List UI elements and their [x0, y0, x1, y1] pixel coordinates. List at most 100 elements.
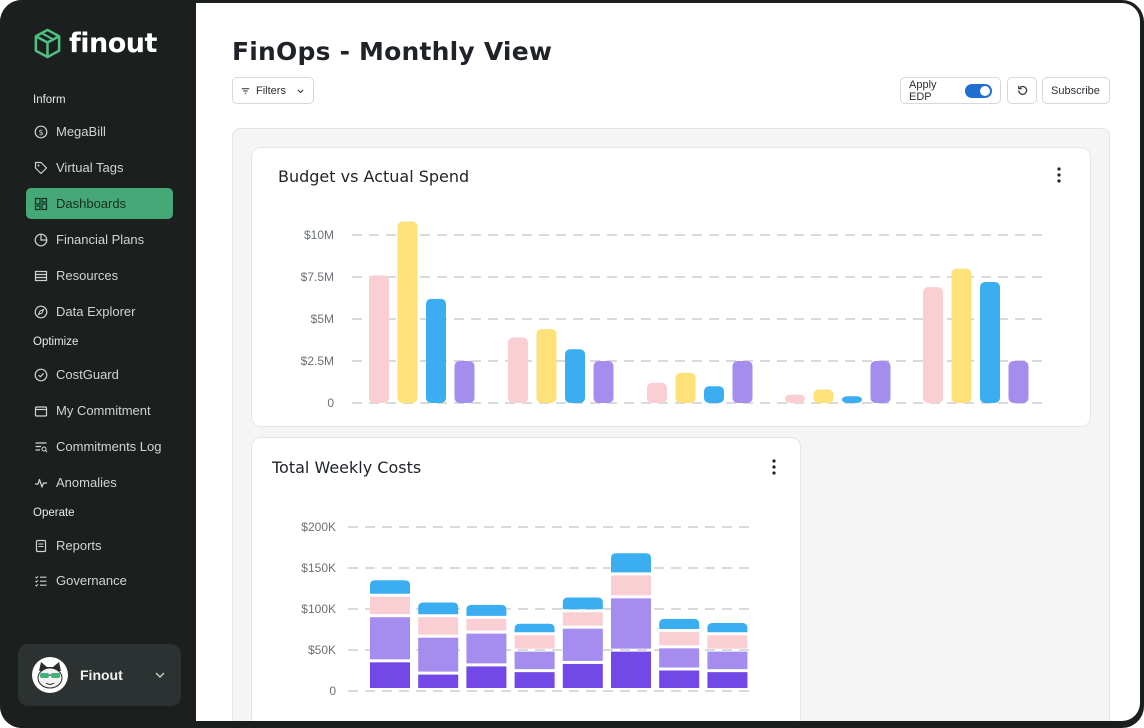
sidebar-item-label: Anomalies [56, 475, 117, 490]
stacked-bar-segment[interactable] [370, 617, 410, 660]
stacked-bar-segment[interactable] [418, 674, 459, 688]
filters-label: Filters [256, 84, 286, 97]
y-tick-label: $50K [308, 643, 336, 657]
stacked-bar-segment[interactable] [466, 618, 507, 631]
sidebar-item-label: My Commitment [56, 403, 151, 418]
stacked-bar-segment[interactable] [466, 666, 507, 688]
bar[interactable] [647, 382, 667, 403]
bar[interactable] [675, 372, 696, 403]
bar[interactable] [593, 361, 614, 403]
dashboard-grid-icon [34, 197, 48, 211]
sidebar-item-anomalies[interactable]: Anomalies [26, 467, 173, 498]
y-tick-label: 0 [329, 684, 336, 698]
bar[interactable] [397, 221, 418, 403]
stacked-bar-segment [611, 553, 651, 573]
stacked-bar-segment [370, 580, 410, 594]
bar[interactable] [565, 349, 585, 403]
subscribe-button[interactable]: Subscribe [1042, 77, 1110, 104]
check-circle-icon [34, 368, 48, 382]
filters-button[interactable]: Filters [232, 77, 314, 104]
bar[interactable] [536, 329, 557, 403]
stacked-bar-segment[interactable] [659, 631, 700, 646]
stacked-bar-segment[interactable] [562, 663, 603, 688]
stacked-bar-segment[interactable] [659, 648, 700, 668]
bar[interactable] [785, 394, 805, 403]
sidebar-item-financial-plans[interactable]: Financial Plans [26, 224, 173, 255]
stacked-bar-segment[interactable] [562, 628, 603, 661]
bar[interactable] [923, 287, 943, 403]
stacked-bar-segment[interactable] [611, 651, 651, 688]
stacked-bar-segment[interactable] [418, 637, 459, 672]
stacked-bar-segment[interactable] [611, 598, 651, 649]
bar[interactable] [842, 396, 862, 403]
y-tick-label: 0 [327, 396, 334, 410]
stacked-bar-segment [514, 623, 555, 633]
bar[interactable] [980, 282, 1000, 403]
stacked-bar-segment[interactable] [370, 596, 410, 615]
bar[interactable] [508, 337, 528, 403]
list-search-icon [34, 440, 48, 454]
y-tick-label: $10M [304, 228, 334, 242]
sidebar-item-label: CostGuard [56, 367, 119, 382]
edp-toggle-switch[interactable] [964, 83, 992, 98]
apply-edp-toggle[interactable]: Apply EDP [900, 77, 1001, 104]
bar[interactable] [369, 275, 389, 403]
sidebar-item-my-commitment[interactable]: My Commitment [26, 395, 173, 426]
kebab-menu-icon[interactable] [767, 458, 781, 476]
bar[interactable] [454, 361, 475, 403]
sidebar-item-resources[interactable]: Resources [26, 260, 173, 291]
stacked-bar-segment[interactable] [707, 635, 748, 649]
budget-vs-actual-card: 0 $2.5M $5M $7.5M $10M Budget vs Actual Spen… [251, 147, 1091, 427]
total-weekly-costs-card: 0 $50K $100K $150K $200K Total Weekly Costs [251, 437, 801, 721]
budget-vs-actual-chart: 0 $2.5M $5M $7.5M $10M [301, 221, 1044, 410]
bar[interactable] [1008, 361, 1029, 403]
compass-icon [34, 305, 48, 319]
document-icon [34, 539, 48, 553]
bar[interactable] [951, 268, 972, 403]
sidebar-item-costguard[interactable]: CostGuard [26, 359, 173, 390]
stacked-bar-segment[interactable] [562, 612, 603, 626]
stacked-bar-segment[interactable] [418, 617, 459, 635]
finout-logo[interactable]: finout [32, 28, 157, 59]
bar[interactable] [426, 298, 446, 403]
sidebar: finout Inform $ MegaBill Virtual Tags Da… [0, 0, 196, 728]
kebab-menu-icon[interactable] [1052, 166, 1066, 184]
sidebar-item-reports[interactable]: Reports [26, 530, 173, 561]
stacked-bar-segment[interactable] [707, 672, 748, 688]
bar[interactable] [704, 386, 724, 403]
stacked-bar-segment[interactable] [514, 672, 555, 688]
sidebar-item-label: Virtual Tags [56, 160, 124, 175]
sidebar-item-commitments-log[interactable]: Commitments Log [26, 431, 173, 462]
page-title: FinOps - Monthly View [232, 37, 553, 66]
stacked-bar-segment[interactable] [370, 662, 410, 688]
bar[interactable] [870, 361, 891, 403]
reset-button[interactable] [1007, 77, 1037, 104]
sidebar-item-governance[interactable]: Governance [26, 565, 173, 596]
bar[interactable] [813, 389, 834, 403]
sidebar-item-dashboards[interactable]: Dashboards [26, 188, 173, 219]
user-menu[interactable]: Finout [18, 644, 181, 706]
stacked-bar-segment[interactable] [707, 651, 748, 670]
pulse-icon [34, 476, 48, 490]
section-label-inform: Inform [33, 94, 66, 106]
stacked-bar-segment[interactable] [659, 670, 700, 689]
subscribe-label: Subscribe [1051, 84, 1100, 97]
stacked-bar-segment[interactable] [611, 575, 651, 596]
card-title: Budget vs Actual Spend [278, 167, 470, 186]
stacked-bar-segment[interactable] [466, 633, 507, 664]
section-label-optimize: Optimize [33, 336, 79, 348]
stacked-bar-segment[interactable] [514, 635, 555, 649]
stacked-bar-segment[interactable] [514, 651, 555, 670]
sidebar-item-data-explorer[interactable]: Data Explorer [26, 296, 173, 327]
tag-icon [34, 161, 48, 175]
y-tick-label: $7.5M [301, 270, 334, 284]
sidebar-item-virtual-tags[interactable]: Virtual Tags [26, 152, 173, 183]
bar[interactable] [732, 361, 753, 403]
chevron-down-icon [297, 89, 304, 93]
stacked-bar-segment [466, 604, 507, 616]
stacked-bar-segment [562, 597, 603, 610]
stacked-bar-segment [418, 602, 459, 615]
sidebar-item-megabill[interactable]: $ MegaBill [26, 116, 173, 147]
avatar [32, 657, 68, 693]
